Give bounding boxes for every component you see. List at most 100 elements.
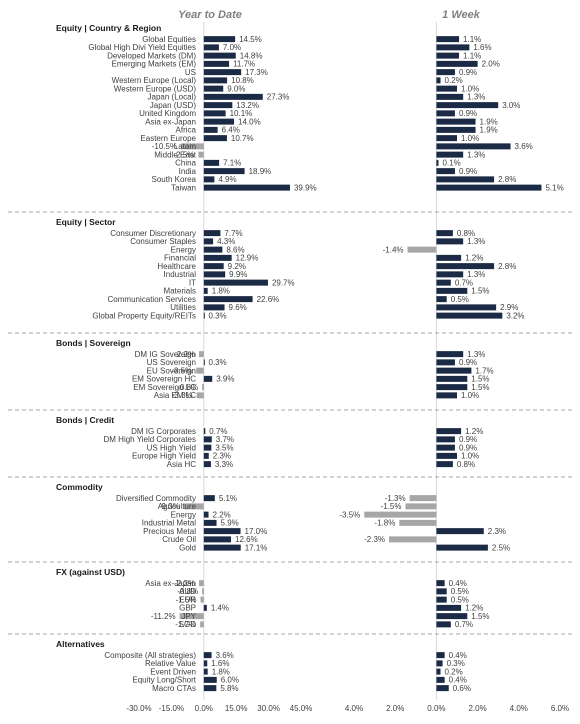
ytd-bar — [203, 230, 221, 237]
ytd-data-label: -2.5% — [173, 150, 194, 159]
week-data-label: -3.5% — [339, 510, 360, 519]
ytd-data-label: 0.7% — [209, 427, 227, 436]
ytd-bar — [202, 588, 204, 595]
week-data-label: 0.5% — [451, 295, 469, 304]
row-label: Industrial — [164, 270, 197, 279]
ytd-data-label: 1.4% — [211, 604, 229, 613]
row-label: Energy — [171, 245, 196, 254]
ytd-data-label: 10.1% — [230, 109, 253, 118]
week-data-label: 0.7% — [455, 278, 473, 287]
week-bar — [436, 184, 542, 191]
week-bar — [436, 359, 455, 366]
ytd-data-label: 6.4% — [222, 126, 240, 135]
row-label: China — [175, 159, 196, 168]
ytd-data-label: 17.0% — [245, 527, 268, 536]
row-label: Global Property Equity/REITs — [92, 311, 196, 320]
axis-tick-label: 4.0% — [345, 704, 363, 713]
row-label: Asia EM LC — [154, 391, 196, 400]
ytd-data-label: 7.0% — [223, 43, 241, 52]
ytd-data-label: 22.6% — [257, 295, 280, 304]
row-label: Materials — [164, 287, 196, 296]
ytd-data-label: 3.7% — [216, 435, 234, 444]
ytd-data-label: -0.8% — [177, 587, 198, 596]
row-label: Healthcare — [157, 262, 196, 271]
week-data-label: 0.5% — [451, 595, 469, 604]
row-label: Financial — [164, 254, 196, 263]
ytd-bar — [203, 604, 207, 611]
row-label: US — [185, 68, 196, 77]
ytd-bar — [203, 263, 224, 270]
ytd-data-label: 9.0% — [227, 84, 245, 93]
week-data-label: 0.9% — [459, 435, 477, 444]
row-label: EM Sovereign HC — [132, 375, 196, 384]
ytd-data-label: 7.1% — [223, 159, 241, 168]
week-data-label: 1.5% — [471, 612, 489, 621]
axis-tick-label: 15.0% — [225, 704, 248, 713]
week-bar — [436, 44, 470, 51]
week-bar — [409, 495, 437, 502]
row-label: Energy — [171, 510, 196, 519]
row-label: Asia ex-Japan — [145, 117, 196, 126]
row-label: Africa — [176, 126, 197, 135]
ytd-bar — [203, 159, 220, 166]
ytd-bar — [203, 536, 232, 543]
week-data-label: 3.2% — [506, 311, 524, 320]
ytd-data-label: 3.3% — [215, 460, 233, 469]
ytd-bar — [196, 392, 204, 399]
week-bar — [436, 77, 441, 84]
week-data-label: 0.9% — [459, 167, 477, 176]
ytd-data-label: -11.2% — [151, 612, 176, 621]
ytd-data-label: 2.3% — [213, 452, 231, 461]
row-label: Event Driven — [150, 667, 196, 676]
row-label: Agriculture — [158, 502, 197, 511]
row-label: Composite (All strategies) — [104, 651, 196, 660]
week-bar — [436, 93, 464, 100]
ytd-bar — [203, 375, 213, 382]
ytd-data-label: 3.9% — [216, 375, 234, 384]
week-bar — [436, 580, 445, 587]
row-label: JPY — [181, 612, 196, 621]
row-label: Consumer Staples — [130, 237, 196, 246]
week-data-label: 0.6% — [453, 684, 471, 693]
section-title: FX (against USD) — [56, 567, 125, 577]
ytd-data-label: 2.2% — [213, 510, 231, 519]
ytd-bar — [203, 126, 218, 133]
week-bar — [436, 168, 455, 175]
week-data-label: 1.0% — [461, 84, 479, 93]
grid-layer — [8, 22, 572, 700]
ytd-data-label: 17.1% — [245, 543, 268, 552]
week-data-label: 0.7% — [455, 620, 473, 629]
week-bar — [436, 143, 511, 150]
week-data-label: 1.5% — [471, 287, 489, 296]
row-label: Precious Metal — [143, 527, 196, 536]
week-data-label: 1.7% — [475, 366, 493, 375]
week-bar — [436, 176, 495, 183]
ytd-data-label: 0.3% — [208, 311, 226, 320]
ytd-data-label: 5.8% — [220, 684, 238, 693]
week-bar — [436, 296, 447, 303]
row-label: Crude Oil — [162, 535, 196, 544]
week-data-label: 1.0% — [461, 391, 479, 400]
week-bar — [436, 588, 447, 595]
axis-tick-label: 0.0% — [427, 704, 445, 713]
ytd-bar — [183, 503, 204, 510]
ytd-bar — [203, 184, 290, 191]
week-data-label: 1.2% — [465, 604, 483, 613]
week-data-label: 2.9% — [500, 303, 518, 312]
axis-tick-label: 45.0% — [290, 704, 313, 713]
ytd-data-label: 8.6% — [226, 245, 244, 254]
row-label: AUD — [179, 587, 196, 596]
ytd-bar — [203, 176, 215, 183]
week-bar — [436, 544, 488, 551]
ytd-data-label: 5.9% — [221, 519, 239, 528]
ytd-bar — [203, 69, 242, 76]
row-label: EM Sovereign LC — [133, 383, 196, 392]
ytd-data-label: 4.9% — [218, 175, 236, 184]
section-title: Equity | Country & Region — [56, 23, 161, 33]
ytd-bar — [203, 36, 236, 43]
week-bar — [436, 685, 449, 692]
ytd-bar — [203, 312, 205, 319]
ytd-data-label: 18.9% — [249, 167, 272, 176]
week-bar — [436, 287, 468, 294]
ytd-bar — [203, 254, 232, 261]
